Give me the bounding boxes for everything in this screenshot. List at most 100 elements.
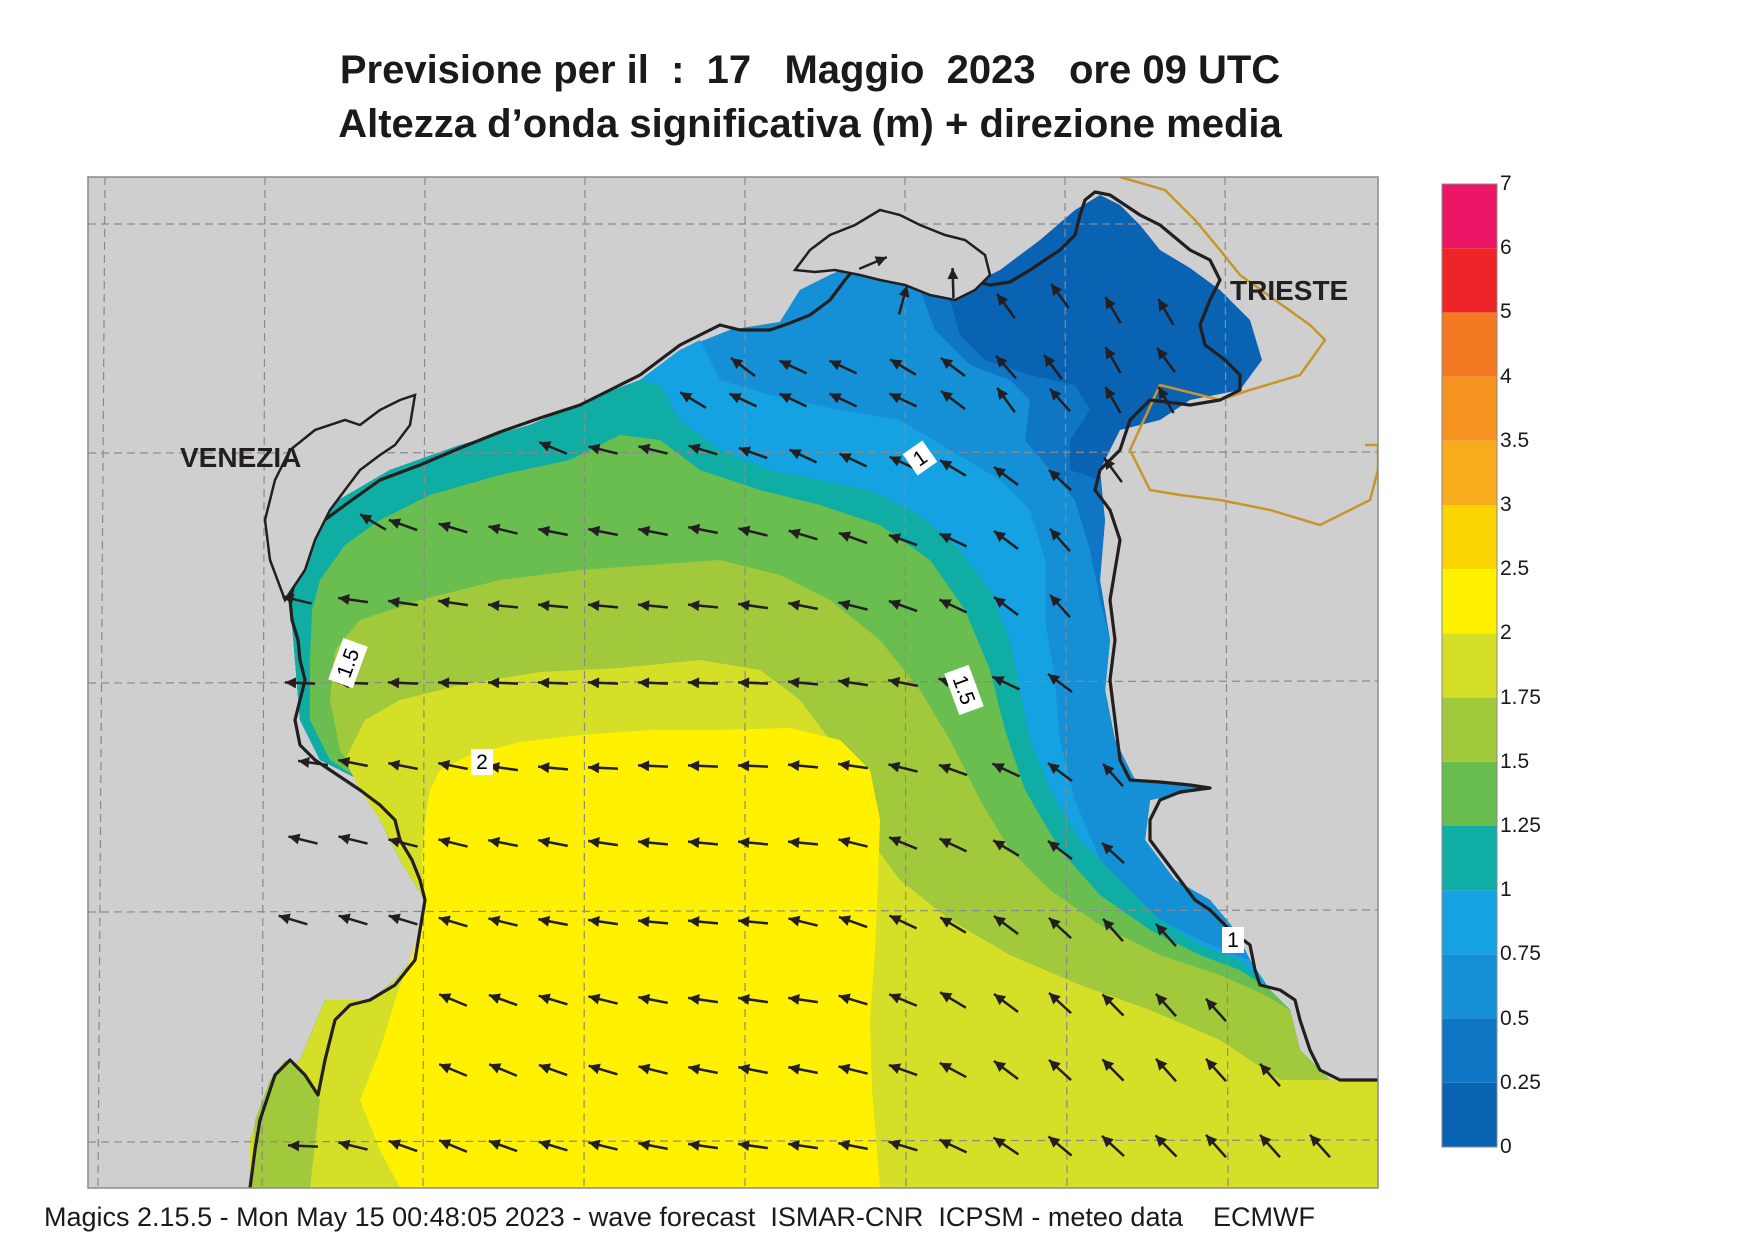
footer-credits: Magics 2.15.5 - Mon May 15 00:48:05 2023… [44, 1202, 1315, 1232]
colorbar-tick: 1 [1500, 878, 1512, 902]
sea-band-2-2.5 [360, 728, 880, 1188]
direction-arrow [537, 600, 569, 612]
country-border [1119, 177, 1378, 527]
direction-arrow [588, 1063, 618, 1076]
direction-arrow [1259, 1062, 1281, 1088]
direction-arrow [1101, 1058, 1125, 1082]
direction-arrow [993, 1060, 1019, 1080]
colorbar-tick: 0.25 [1500, 1070, 1541, 1094]
direction-arrow [778, 359, 808, 375]
direction-arrow [938, 532, 968, 548]
direction-arrow [838, 836, 868, 848]
direction-arrow [1047, 673, 1073, 693]
colorbar-band [1442, 569, 1497, 634]
direction-arrow [1157, 298, 1175, 326]
direction-arrow [338, 756, 368, 768]
direction-arrow [338, 833, 368, 845]
direction-arrow [638, 443, 668, 455]
direction-arrow [737, 599, 769, 611]
place-label-trieste: TRIESTE [1230, 275, 1348, 306]
direction-arrow [388, 759, 418, 771]
direction-arrow [587, 677, 619, 689]
direction-arrow [1101, 1134, 1125, 1158]
direction-arrow [888, 914, 918, 930]
direction-arrow [488, 1063, 518, 1077]
grado-lagoon [792, 208, 992, 302]
colorbar-band [1442, 312, 1497, 377]
direction-arrow [1047, 1135, 1073, 1157]
direction-arrow [889, 358, 917, 376]
direction-arrow [838, 531, 868, 545]
direction-arrow [992, 839, 1020, 857]
direction-arrow [687, 837, 719, 849]
direction-arrow [738, 525, 768, 537]
direction-arrow [728, 392, 758, 408]
direction-arrow [637, 837, 669, 849]
direction-arrow [637, 760, 669, 772]
contour-label-box [328, 637, 368, 689]
direction-arrow [297, 756, 329, 768]
direction-arrow [638, 1063, 668, 1075]
colorbar-band [1442, 505, 1497, 570]
colorbar-band [1442, 954, 1497, 1019]
direction-arrow [438, 836, 468, 848]
direction-arrow [1043, 354, 1063, 380]
direction-arrow [787, 1139, 819, 1151]
direction-arrow [888, 836, 918, 850]
direction-arrow [996, 387, 1016, 413]
wave-direction-arrows [278, 256, 1331, 1159]
direction-arrow [838, 1139, 868, 1151]
direction-arrow [788, 448, 818, 464]
direction-arrow [1047, 840, 1073, 860]
direction-arrow [938, 598, 968, 614]
direction-arrow [787, 993, 819, 1005]
direction-arrow [737, 677, 769, 689]
direction-arrow [888, 1139, 918, 1152]
direction-arrow [737, 1139, 769, 1151]
direction-arrow [788, 1063, 818, 1075]
map-frame [87, 176, 1379, 1189]
direction-arrow [687, 916, 719, 928]
direction-arrow [288, 833, 318, 845]
direction-arrow [638, 1139, 668, 1151]
direction-arrow [1049, 593, 1071, 619]
direction-arrow [338, 1139, 368, 1151]
direction-arrow [687, 677, 719, 689]
direction-arrow [947, 267, 959, 299]
direction-arrow [438, 521, 468, 534]
direction-arrow [438, 915, 468, 928]
direction-arrow [488, 915, 518, 927]
direction-arrow [637, 677, 669, 689]
direction-arrow [438, 993, 468, 1007]
colorbar-tick: 1.75 [1500, 685, 1541, 709]
direction-arrow [587, 762, 619, 774]
direction-arrow [488, 836, 518, 848]
direction-arrow [1157, 386, 1175, 414]
direction-arrow [996, 293, 1016, 319]
direction-arrow [787, 677, 819, 689]
direction-arrow [337, 593, 369, 605]
colorbar-band [1442, 376, 1497, 441]
direction-arrow [687, 1139, 719, 1151]
colorbar-tick: 0 [1500, 1135, 1512, 1158]
colorbar-tick: 6 [1500, 236, 1512, 260]
direction-arrow [1309, 1133, 1331, 1159]
direction-arrow [537, 762, 569, 774]
direction-arrow [858, 256, 888, 270]
direction-arrow [437, 596, 469, 608]
direction-arrow [939, 991, 967, 1009]
contour-label-box [902, 440, 938, 476]
direction-arrow [338, 913, 368, 926]
direction-arrow [1102, 917, 1124, 943]
direction-arrow [637, 600, 669, 612]
direction-arrow [888, 599, 918, 613]
direction-arrow [638, 993, 668, 1005]
direction-arrow [1048, 991, 1072, 1015]
direction-arrow [388, 836, 418, 848]
direction-arrow [888, 392, 918, 408]
direction-arrow [995, 354, 1017, 380]
direction-arrow [737, 916, 769, 928]
lagoon-land [263, 393, 417, 603]
direction-arrow [788, 915, 818, 927]
direction-arrow [1205, 1133, 1227, 1159]
